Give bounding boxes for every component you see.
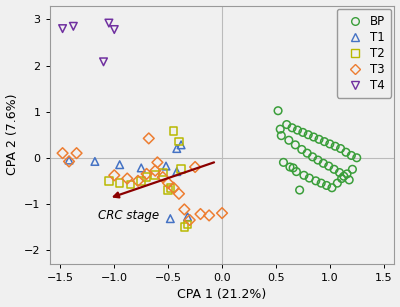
Point [124, 176, 130, 181]
Point [346, 177, 352, 182]
Point [300, 130, 306, 135]
Point [306, 176, 312, 181]
Point [163, 164, 169, 169]
Point [146, 136, 152, 141]
Point [277, 127, 284, 132]
Point [111, 27, 118, 32]
Point [170, 129, 177, 134]
Point [326, 142, 333, 146]
Point [154, 160, 160, 165]
X-axis label: CPA 1 (21.2%): CPA 1 (21.2%) [178, 289, 267, 301]
Point [144, 175, 150, 180]
Point [329, 185, 335, 190]
Point [318, 181, 324, 186]
Legend: BP, T1, T2, T3, T4: BP, T1, T2, T3, T4 [337, 9, 391, 98]
Point [184, 214, 191, 219]
Y-axis label: CPA 2 (7.6%): CPA 2 (7.6%) [6, 94, 18, 176]
Point [176, 139, 182, 144]
Point [160, 175, 166, 180]
Point [326, 164, 332, 169]
Point [165, 181, 171, 186]
Point [280, 160, 287, 165]
Point [152, 168, 158, 173]
Text: CRC stage: CRC stage [98, 208, 159, 222]
Point [165, 188, 171, 192]
Point [323, 183, 330, 188]
Point [294, 128, 301, 133]
Point [315, 157, 321, 162]
Point [184, 222, 191, 227]
Point [310, 134, 317, 139]
Point [206, 213, 212, 218]
Point [337, 146, 344, 151]
Point [289, 125, 295, 130]
Point [181, 224, 188, 229]
Point [286, 138, 292, 143]
Point [284, 122, 290, 127]
Point [219, 211, 225, 216]
Point [332, 144, 338, 149]
Point [304, 151, 310, 156]
Point [66, 157, 72, 162]
Point [197, 212, 204, 216]
Point [316, 137, 322, 142]
Point [100, 59, 107, 64]
Point [321, 139, 328, 144]
Point [290, 165, 296, 170]
Point [298, 147, 305, 152]
Point [341, 174, 347, 179]
Point [59, 151, 66, 156]
Point [192, 165, 198, 169]
Point [334, 181, 340, 186]
Point [292, 142, 298, 147]
Point [354, 155, 360, 160]
Point [127, 182, 134, 187]
Point [176, 191, 182, 196]
Point [178, 167, 184, 172]
Point [287, 165, 293, 169]
Point [167, 185, 174, 190]
Point [336, 170, 343, 175]
Point [174, 169, 180, 174]
Point [73, 151, 80, 156]
Point [343, 150, 349, 155]
Point [106, 178, 112, 183]
Point [331, 167, 337, 172]
Point [305, 132, 312, 137]
Point [92, 159, 98, 164]
Point [170, 185, 177, 190]
Point [116, 181, 123, 186]
Point [338, 176, 345, 181]
Point [152, 173, 158, 178]
Point [174, 146, 180, 151]
Point [344, 171, 350, 176]
Point [138, 178, 144, 183]
Point [181, 207, 188, 212]
Point [309, 154, 316, 159]
Point [167, 216, 174, 221]
Point [160, 170, 166, 175]
Point [349, 167, 356, 172]
Point [296, 188, 303, 192]
Point [66, 159, 72, 164]
Point [278, 133, 284, 138]
Point [116, 162, 123, 167]
Point [320, 161, 326, 166]
Point [275, 108, 281, 113]
Point [178, 142, 184, 147]
Point [186, 218, 193, 223]
Point [301, 173, 307, 178]
Point [138, 165, 144, 170]
Point [348, 153, 354, 158]
Point [135, 178, 141, 183]
Point [106, 21, 112, 25]
Point [293, 169, 300, 174]
Point [111, 173, 118, 178]
Point [70, 24, 76, 29]
Point [144, 171, 150, 176]
Point [312, 178, 319, 183]
Point [59, 26, 66, 31]
